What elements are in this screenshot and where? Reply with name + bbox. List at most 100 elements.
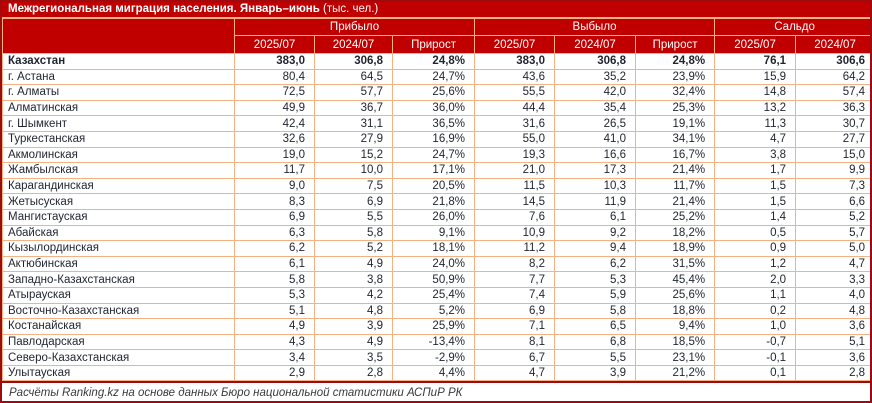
table-row: Алматинская 49,9 36,7 36,0% 44,4 35,4 25,3% 13,… [2, 99, 870, 117]
value-cell: 21,8% [391, 193, 476, 210]
value-cell: 31,6 [474, 115, 556, 132]
region-cell: г. Шымкент [2, 115, 235, 132]
region-cell: Кызылординская [2, 240, 235, 257]
corner-cell [2, 18, 235, 54]
table-row: Туркестанская 32,6 27,9 16,9% 55,0 41,0 34,1% 4… [2, 130, 870, 148]
value-cell: 25,6% [635, 286, 716, 304]
column-group-header: Сальдо [714, 18, 870, 36]
value-cell: 44,4 [474, 99, 556, 117]
value-cell: 32,4% [635, 84, 716, 101]
value-cell: 7,5 [314, 177, 393, 195]
value-cell: 57,4 [795, 84, 870, 101]
value-cell: 36,0% [391, 99, 476, 117]
value-cell: 64,2 [795, 68, 870, 86]
value-cell: 18,2% [635, 224, 716, 242]
value-cell: 9,1% [391, 224, 476, 242]
value-cell: 32,6 [234, 130, 315, 148]
table-row: Абайская 6,3 5,8 9,1% 10,9 9,2 18,2% 0,5 5,7 [2, 224, 870, 242]
region-cell: Туркестанская [2, 130, 235, 148]
value-cell: -0,7 [714, 333, 797, 351]
value-cell: 3,4 [234, 349, 315, 366]
value-cell: 4,9 [234, 318, 315, 335]
value-cell: 19,3 [474, 146, 556, 164]
value-cell: 3,8 [314, 271, 393, 288]
value-cell: 2,0 [714, 271, 797, 288]
value-cell: 36,3 [795, 99, 870, 117]
value-cell: 35,4 [554, 99, 637, 117]
value-cell: 1,4 [714, 208, 797, 226]
value-cell: 16,6 [554, 146, 637, 164]
value-cell: 7,1 [474, 318, 556, 335]
table-row: Костанайская 4,9 3,9 25,9% 7,1 6,5 9,4% 1,0 3,6 [2, 318, 870, 335]
value-cell: 24,0% [391, 255, 476, 273]
value-cell: 8,3 [234, 193, 315, 210]
value-cell: 18,9% [635, 240, 716, 257]
value-cell: 5,0 [795, 240, 870, 257]
value-cell: 24,8% [635, 53, 716, 70]
value-cell: 383,0 [234, 53, 315, 70]
value-cell: 13,2 [714, 99, 797, 117]
value-cell: 25,6% [391, 84, 476, 101]
value-cell: 27,7 [795, 130, 870, 148]
region-cell: Улытауская [2, 364, 235, 382]
table-title: Межрегиональная миграция населения. Янва… [2, 2, 870, 18]
value-cell: 6,2 [234, 240, 315, 257]
value-cell: 55,0 [474, 130, 556, 148]
value-cell: 5,2 [795, 208, 870, 226]
value-cell: 25,3% [635, 99, 716, 117]
region-cell: Западно-Казахстанская [2, 271, 235, 288]
table-title-main: Межрегиональная миграция населения. Янва… [8, 3, 320, 15]
value-cell: 4,0 [795, 286, 870, 304]
value-cell: 6,8 [554, 333, 637, 351]
value-cell: 15,0 [795, 146, 870, 164]
table-row: Атырауская 5,3 4,2 25,4% 7,4 5,9 25,6% 1,1 4,0 [2, 286, 870, 304]
value-cell: 4,7 [714, 130, 797, 148]
value-cell: 3,3 [795, 271, 870, 288]
value-cell: 5,8 [314, 224, 393, 242]
region-cell: Алматинская [2, 99, 235, 117]
value-cell: 3,5 [314, 349, 393, 366]
value-cell: 4,4% [391, 364, 476, 382]
value-cell: 21,4% [635, 162, 716, 179]
column-header: 2024/07 [554, 35, 637, 54]
value-cell: 24,7% [391, 68, 476, 86]
value-cell: 7,7 [474, 271, 556, 288]
table-row: Жамбылская 11,7 10,0 17,1% 21,0 17,3 21,4% 1,7 9… [2, 162, 870, 179]
value-cell: 55,5 [474, 84, 556, 101]
table-row: Кызылординская 6,2 5,2 18,1% 11,2 9,4 18,9% 0,9… [2, 240, 870, 257]
value-cell: 6,1 [234, 255, 315, 273]
value-cell: 26,5 [554, 115, 637, 132]
value-cell: 306,8 [554, 53, 637, 70]
column-header: 2024/07 [314, 35, 393, 54]
value-cell: 34,1% [635, 130, 716, 148]
table-row: Жетысуская 8,3 6,9 21,8% 14,5 11,9 21,4% 1,5 6,6 [2, 193, 870, 210]
value-cell: 24,7% [391, 146, 476, 164]
value-cell: -0,1 [714, 349, 797, 366]
value-cell: 9,4 [554, 240, 637, 257]
table-title-unit: (тыс. чел.) [319, 3, 379, 15]
value-cell: 6,9 [474, 302, 556, 320]
value-cell: 18,5% [635, 333, 716, 351]
value-cell: 6,1 [554, 208, 637, 226]
value-cell: 23,9% [635, 68, 716, 86]
column-header: Прирост [635, 35, 716, 54]
value-cell: 6,2 [554, 255, 637, 273]
value-cell: 306,6 [795, 53, 870, 70]
value-cell: 14,8 [714, 84, 797, 101]
table-row: Павлодарская 4,3 4,9 -13,4% 8,1 6,8 18,5% -0,7 5… [2, 333, 870, 351]
value-cell: 4,2 [314, 286, 393, 304]
table-row: Западно-Казахстанская 5,8 3,8 50,9% 7,7 5,3 45… [2, 271, 870, 288]
value-cell: 6,6 [795, 193, 870, 210]
value-cell: 80,4 [234, 68, 315, 86]
value-cell: 11,2 [474, 240, 556, 257]
value-cell: 8,1 [474, 333, 556, 351]
column-group-header: Прибыло [233, 18, 476, 36]
value-cell: 7,4 [474, 286, 556, 304]
value-cell: 0,1 [714, 364, 797, 382]
table-row: Улытауская 2,9 2,8 4,4% 4,7 3,9 21,2% 0,1 2,8 [2, 364, 870, 382]
value-cell: 4,8 [795, 302, 870, 320]
value-cell: 57,7 [314, 84, 393, 101]
value-cell: 5,8 [234, 271, 315, 288]
value-cell: 76,1 [714, 53, 797, 70]
value-cell: 42,0 [554, 84, 637, 101]
